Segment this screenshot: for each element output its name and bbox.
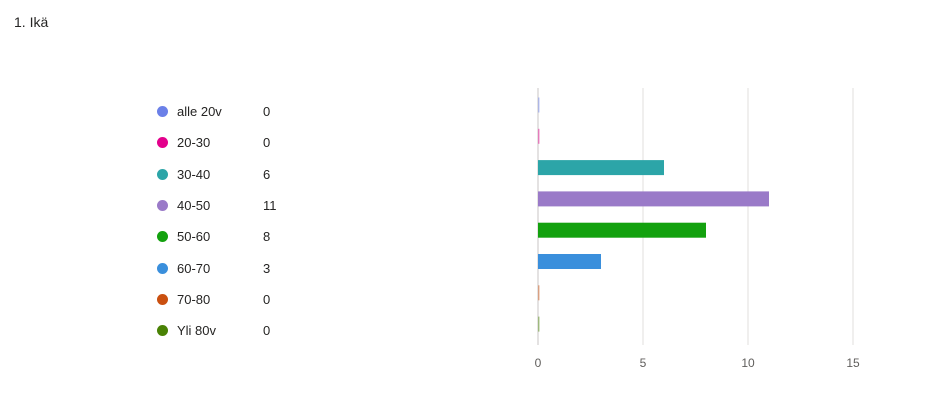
legend-label: 50-60 xyxy=(177,229,211,245)
bar[interactable] xyxy=(538,222,706,238)
legend-item: 40-50 11 xyxy=(157,190,297,221)
legend-dot-icon xyxy=(157,137,168,149)
x-tick-label: 0 xyxy=(535,356,542,370)
legend-item: 60-70 3 xyxy=(157,252,297,283)
bar[interactable] xyxy=(538,128,540,144)
legend-label: 20-30 xyxy=(177,135,211,151)
legend-label: alle 20v xyxy=(177,104,222,120)
legend-item: 20-30 0 xyxy=(157,127,297,158)
legend-dot-icon xyxy=(157,106,168,118)
bar[interactable] xyxy=(538,97,540,113)
legend-value: 0 xyxy=(263,104,271,120)
legend-value: 11 xyxy=(263,198,277,214)
bar[interactable] xyxy=(538,160,664,176)
x-tick-label: 10 xyxy=(741,356,755,370)
legend-dot-icon xyxy=(157,293,168,305)
legend-dot-icon xyxy=(157,262,168,274)
legend-item: 70-80 0 xyxy=(157,284,297,315)
legend-label: 60-70 xyxy=(177,260,211,276)
legend-dot-icon xyxy=(157,231,168,243)
legend-item: 50-60 8 xyxy=(157,221,297,252)
legend-dot-icon xyxy=(157,168,168,180)
bar[interactable] xyxy=(538,254,601,269)
legend-label: 30-40 xyxy=(177,166,211,182)
chart-legend: alle 20v 0 20-30 0 30-40 6 40-50 11 50-60 8 60-70 3… xyxy=(157,96,297,346)
legend-value: 8 xyxy=(263,229,271,245)
legend-item: 30-40 6 xyxy=(157,159,297,190)
x-tick-label: 5 xyxy=(640,356,647,370)
legend-value: 3 xyxy=(263,260,271,276)
bar[interactable] xyxy=(538,191,769,207)
legend-label: Yli 80v xyxy=(177,323,217,339)
legend-value: 0 xyxy=(263,135,271,151)
question-title: 1. Ikä xyxy=(14,14,49,30)
legend-value: 6 xyxy=(263,166,271,182)
legend-dot-icon xyxy=(157,325,168,337)
legend-item: alle 20v 0 xyxy=(157,96,297,127)
legend-value: 0 xyxy=(263,323,271,339)
legend-label: 40-50 xyxy=(177,198,211,214)
legend-dot-icon xyxy=(157,200,168,212)
bar[interactable] xyxy=(538,285,540,301)
bar[interactable] xyxy=(538,316,540,332)
legend-label: 70-80 xyxy=(177,291,211,307)
legend-value: 0 xyxy=(263,291,271,307)
x-tick-label: 15 xyxy=(846,356,860,370)
legend-item: Yli 80v 0 xyxy=(157,315,297,346)
